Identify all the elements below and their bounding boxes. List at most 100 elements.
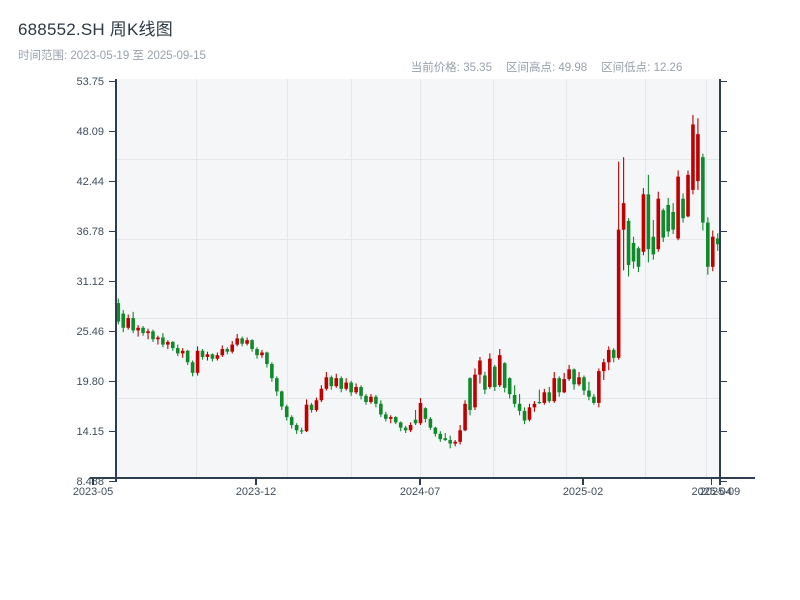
candle-body — [284, 406, 289, 418]
candle-body — [671, 211, 675, 230]
candle-body — [592, 396, 596, 403]
x-axis-tick-label: 2023-12 — [235, 486, 277, 499]
candle-wick — [390, 415, 392, 424]
candle-body — [626, 220, 631, 266]
candle-body — [294, 425, 299, 431]
current-price-label: 当前价格: — [410, 62, 460, 74]
candle-body — [597, 371, 601, 403]
vertical-gridline — [351, 79, 352, 478]
vertical-gridline — [287, 79, 288, 478]
candle-body — [676, 176, 680, 239]
candle-body — [220, 349, 225, 356]
x-tick-mark — [92, 479, 94, 486]
candle-body — [324, 377, 329, 389]
candle-body — [408, 425, 413, 431]
x-tick-mark — [419, 479, 421, 486]
candle-body — [562, 379, 566, 393]
candle-body — [606, 349, 611, 363]
page-title: 688552.SH 周K线图 — [18, 20, 173, 39]
candle-body — [245, 340, 249, 344]
candle-body — [359, 387, 363, 396]
candle-body — [706, 222, 710, 267]
candle-body — [279, 391, 284, 407]
candle-body — [423, 408, 428, 419]
y-tick-mark — [109, 131, 116, 133]
x-axis-spine — [90, 477, 755, 480]
y-axis-tick-label: 14.15 — [76, 425, 104, 438]
candle-body — [567, 369, 571, 380]
candle-wick — [538, 389, 540, 404]
candle-body — [398, 422, 403, 428]
horizontal-gridline — [116, 159, 720, 160]
candle-body — [403, 427, 408, 431]
candle-body — [616, 229, 621, 358]
candle-body — [374, 396, 378, 404]
x-tick-mark — [582, 479, 584, 486]
candle-body — [121, 313, 126, 328]
range-low-stat: 区间低点: 12.26 — [601, 62, 682, 74]
candle-wick — [414, 409, 417, 426]
horizontal-gridline — [116, 397, 720, 399]
candle-body — [304, 404, 309, 432]
candle-body — [497, 355, 502, 386]
current-price-value: 35.35 — [463, 62, 492, 74]
candle-body — [468, 378, 472, 410]
candle-body — [210, 354, 215, 359]
candle-body — [260, 352, 264, 356]
candle-body — [557, 378, 562, 393]
y-tick-mark-right — [720, 231, 727, 233]
candle-body — [240, 338, 244, 344]
candle-body — [319, 388, 324, 401]
candle-body — [270, 364, 274, 379]
x-axis-tick-label: 2025-09 — [699, 486, 741, 499]
candle-body — [141, 327, 145, 334]
candle-body — [507, 378, 512, 395]
x-tick-mark — [255, 479, 257, 486]
candle-body — [646, 194, 651, 250]
candle-body — [552, 378, 557, 402]
candle-body — [483, 375, 487, 390]
candle-body — [656, 198, 661, 250]
candle-body — [696, 134, 700, 182]
candle-body — [502, 363, 507, 388]
candle-body — [349, 382, 353, 393]
candle-body — [136, 327, 140, 331]
candle-body — [433, 427, 438, 434]
candle-body — [255, 349, 259, 356]
candle-body — [166, 341, 170, 345]
candle-body — [309, 404, 314, 410]
range-low-value: 12.26 — [653, 62, 683, 74]
candle-body — [146, 331, 150, 334]
candle-body — [369, 396, 373, 403]
y-tick-mark — [109, 331, 116, 333]
y-axis-tick-label: 42.44 — [76, 175, 104, 188]
range-high-label: 区间高点: — [505, 62, 556, 74]
candle-body — [686, 174, 690, 217]
candle-body — [275, 378, 279, 392]
candle-body — [661, 210, 666, 238]
y-axis-tick-label: 53.75 — [76, 75, 104, 88]
candle-body — [710, 236, 715, 267]
range-high-stat: 区间高点: 49.98 — [506, 62, 587, 74]
candle-body — [512, 394, 517, 404]
y-tick-mark-right — [720, 431, 727, 433]
candle-body — [532, 403, 537, 408]
candle-body — [230, 344, 235, 352]
candle-body — [235, 338, 239, 345]
y-axis-tick-label: 8.488 — [76, 475, 104, 488]
candle-body — [195, 350, 200, 373]
candle-body — [225, 349, 230, 352]
candle-wick — [147, 328, 149, 340]
candle-body — [542, 392, 547, 403]
candle-body — [636, 248, 641, 267]
y-tick-mark-right — [720, 181, 727, 183]
y-tick-mark — [109, 381, 116, 383]
vertical-gridline — [645, 79, 646, 478]
candle-body — [314, 400, 319, 410]
candle-body — [116, 303, 121, 322]
candle-body — [151, 331, 155, 340]
candle-body — [131, 318, 135, 331]
candle-body — [334, 378, 339, 387]
candle-body — [517, 403, 522, 411]
candle-body — [384, 414, 388, 419]
